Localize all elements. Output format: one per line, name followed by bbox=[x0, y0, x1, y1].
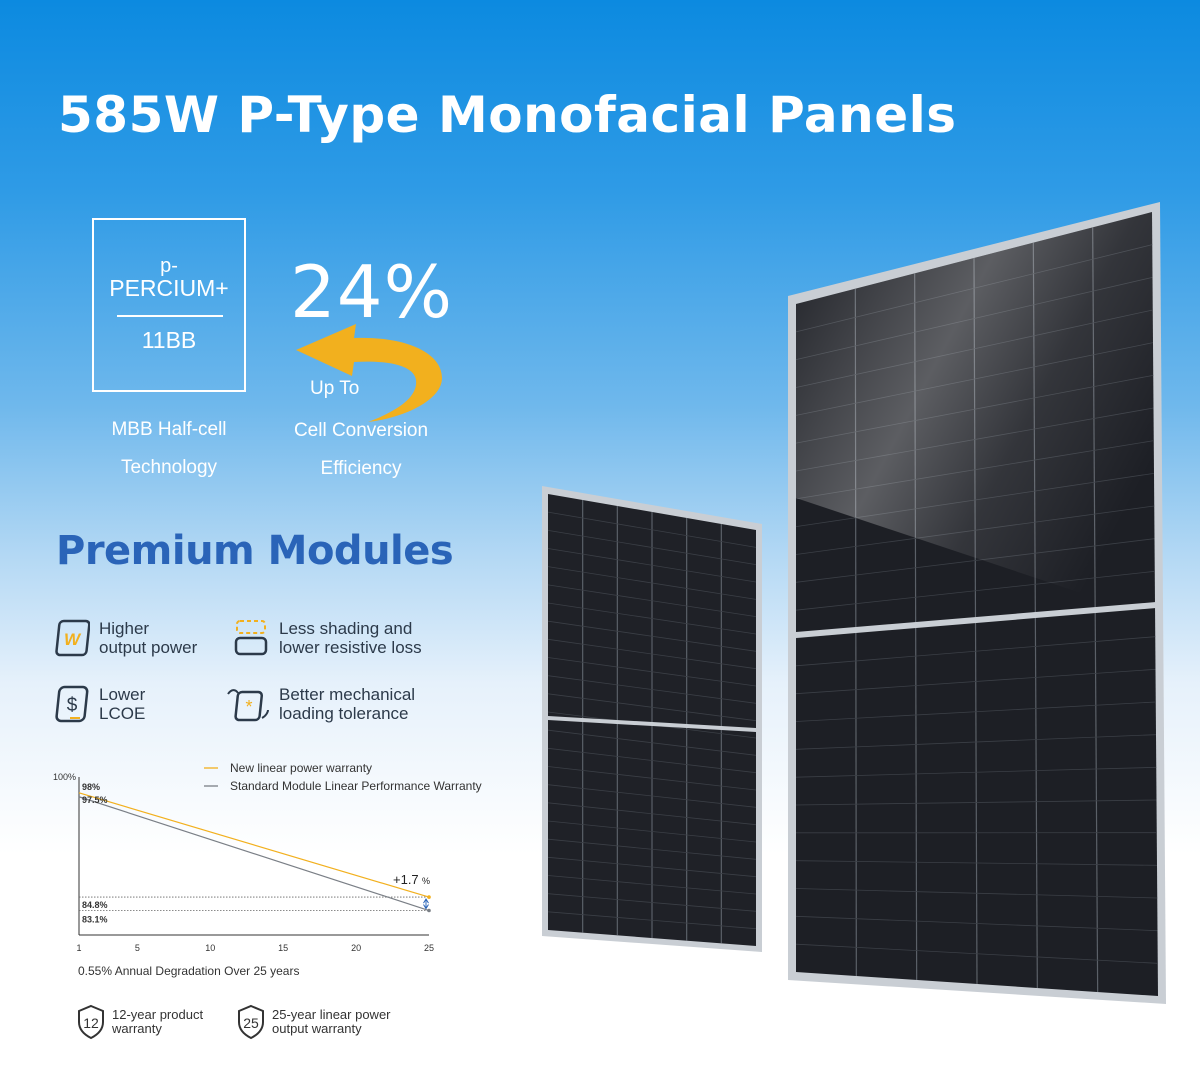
tech-caption-line-1: MBB Half-cell bbox=[111, 419, 227, 440]
badge-line-1: p- bbox=[160, 255, 178, 277]
gap-arrow-head-up bbox=[423, 898, 429, 904]
shield-25-icon: 25 bbox=[238, 1004, 264, 1040]
badge-line-3: 11BB bbox=[141, 327, 197, 353]
series-line-1 bbox=[78, 792, 430, 898]
data-label: 84.8% bbox=[82, 900, 108, 910]
svg-text:12: 12 bbox=[83, 1015, 99, 1031]
solar-panel-small-image bbox=[542, 486, 762, 952]
mechanical-load-icon: * bbox=[227, 689, 269, 722]
feature-higher-output: W Higher output power bbox=[54, 618, 197, 658]
legend-label-1: New linear power warranty bbox=[230, 761, 372, 775]
curved-arrow-icon bbox=[296, 324, 442, 422]
svg-text:$: $ bbox=[67, 695, 78, 716]
shield-12-icon: 12 bbox=[78, 1004, 104, 1040]
cell-shading-icon bbox=[234, 620, 268, 656]
gap-annotation: +1.7 bbox=[393, 872, 419, 887]
power-warranty: 25 25-year linear power output warranty bbox=[236, 1004, 391, 1040]
svg-text:*: * bbox=[245, 697, 252, 717]
dollar-icon: $ bbox=[55, 685, 89, 723]
data-label: 98% bbox=[82, 782, 100, 792]
series-end-point-2 bbox=[427, 908, 431, 913]
y-tick-label: 100% bbox=[53, 772, 76, 782]
gap-arrow-head-down bbox=[423, 904, 429, 910]
x-tick-label: 25 bbox=[424, 943, 434, 953]
watt-icon: W bbox=[55, 619, 90, 657]
series-line-2 bbox=[78, 796, 430, 912]
feature-less-shading: Less shading and lower resistive loss bbox=[232, 618, 422, 658]
product-warranty: 12 12-year product warranty bbox=[76, 1004, 203, 1040]
warranty-chart: 100% 1 5 10 15 20 25 98% 97.5% 84.8% 83.1% +1.7% New… bbox=[44, 760, 514, 990]
x-tick-label: 5 bbox=[135, 943, 140, 953]
x-tick-label: 15 bbox=[278, 943, 288, 953]
badge-divider bbox=[117, 315, 223, 317]
x-tick-label: 10 bbox=[205, 943, 215, 953]
efficiency-up-to: Up To bbox=[310, 378, 360, 399]
feature-text: Less shading and lower resistive loss bbox=[279, 619, 422, 657]
efficiency-caption-line-2: Efficiency bbox=[320, 458, 402, 479]
tech-caption-line-2: Technology bbox=[120, 457, 218, 478]
x-tick-label: 1 bbox=[76, 943, 81, 953]
series-end-point-1 bbox=[427, 895, 431, 899]
feature-text: Higher output power bbox=[99, 619, 198, 657]
gap-annotation-unit: % bbox=[422, 876, 430, 886]
solar-panel-large-image bbox=[788, 202, 1166, 1004]
badge-line-2: PERCIUM+ bbox=[109, 275, 229, 301]
x-tick-label: 20 bbox=[351, 943, 361, 953]
product-warranty-text: 12-year product warranty bbox=[112, 1007, 204, 1036]
legend-label-2: Standard Module Linear Performance Warra… bbox=[230, 779, 482, 793]
chart-caption: 0.55% Annual Degradation Over 25 years bbox=[78, 964, 299, 978]
data-label: 97.5% bbox=[82, 795, 108, 805]
svg-text:25: 25 bbox=[243, 1015, 259, 1031]
feature-mechanical-load: * Better mechanical loading tolerance bbox=[226, 684, 415, 724]
feature-text: Lower LCOE bbox=[99, 685, 146, 723]
page-title: 585W P-Type Monofacial Panels bbox=[58, 86, 957, 144]
tech-badge: p- PERCIUM+ 11BB bbox=[92, 218, 246, 392]
efficiency-caption-line-1: Cell Conversion bbox=[293, 420, 429, 441]
feature-lower-lcoe: $ Lower LCOE bbox=[54, 684, 145, 724]
data-label: 83.1% bbox=[82, 915, 108, 925]
feature-text: Better mechanical loading tolerance bbox=[279, 685, 416, 723]
svg-text:W: W bbox=[64, 630, 82, 649]
efficiency-value: 24% bbox=[290, 250, 454, 334]
power-warranty-text: 25-year linear power output warranty bbox=[272, 1007, 391, 1036]
premium-heading: Premium Modules bbox=[56, 528, 454, 574]
